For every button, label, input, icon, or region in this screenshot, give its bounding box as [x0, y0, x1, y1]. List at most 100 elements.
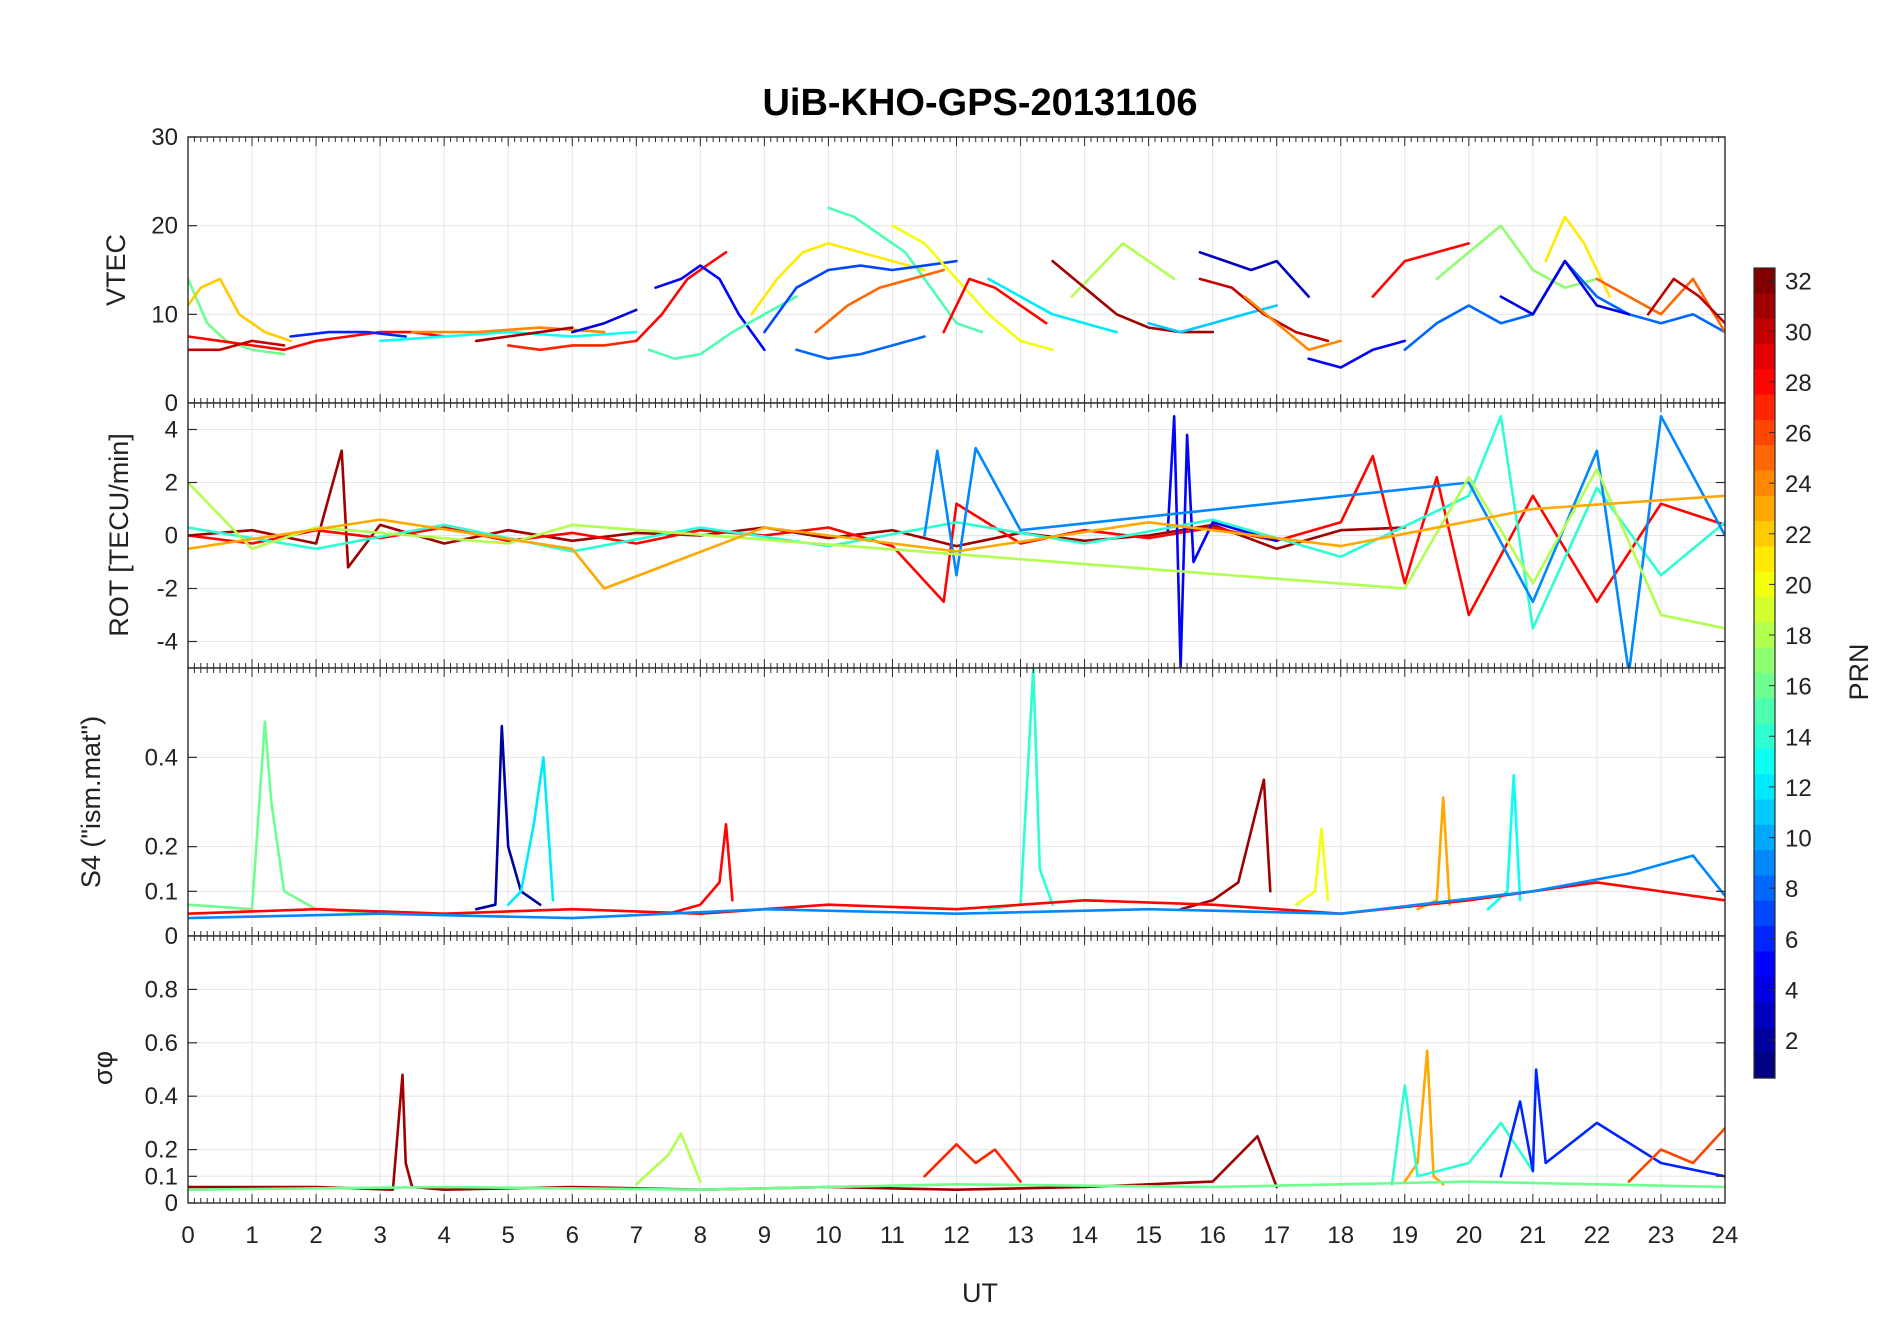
y-tick-label: 0.4	[145, 1083, 178, 1110]
series-line-prn-9	[923, 414, 1725, 668]
panel-sigma_phi: 00.10.2 0.4 0.6 0.8 σφ	[88, 935, 1726, 1217]
x-tick-label: 1	[245, 1222, 258, 1249]
y-tick-label: 0.1	[145, 878, 178, 905]
panel-frame	[187, 935, 1726, 1204]
colorbar-band	[1754, 268, 1775, 294]
y-tick-label: 0.8	[145, 976, 178, 1003]
colorbar-band	[1754, 926, 1775, 953]
colorbar-band	[1754, 698, 1775, 725]
series-line-prn-2	[474, 724, 542, 911]
traces	[188, 414, 1725, 668]
y-axis-label: VTEC	[101, 234, 131, 306]
series-line-prn-22	[188, 277, 292, 343]
x-tick-label: 7	[630, 1222, 643, 1249]
colorbar-band	[1754, 597, 1775, 623]
x-tick-label: 11	[880, 1222, 905, 1249]
series-line-prn-23	[1403, 1049, 1445, 1186]
x-tick-label: 18	[1327, 1222, 1354, 1249]
y-tick-label: 0.1	[145, 1163, 178, 1190]
colorbar-tick-label: 20	[1785, 572, 1812, 599]
colorbar-tick-label: 30	[1785, 319, 1812, 346]
y-tick-label: -4	[157, 629, 178, 656]
series-line-prn-20	[1294, 827, 1330, 907]
ticks: 00.10.2 0.4 0.6 0.8	[145, 936, 1726, 1217]
series-line-prn-24	[1243, 295, 1343, 352]
colorbar-tick-label: 2	[1785, 1028, 1798, 1055]
colorbar-tick-label: 12	[1785, 775, 1812, 802]
series-line-prn-31	[474, 326, 574, 343]
series-line-prn-6	[1499, 1068, 1725, 1178]
series-line-prn-28	[188, 330, 446, 352]
figure-title: UiB-KHO-GPS-20131106	[762, 82, 1197, 124]
colorbar-tick-label: 4	[1785, 977, 1798, 1004]
series-line-prn-20	[891, 224, 1054, 352]
colorbar-band	[1754, 394, 1775, 421]
y-tick-label: 0	[165, 523, 178, 550]
series-line-prn-28	[1371, 242, 1471, 298]
x-tick-label: 13	[1007, 1222, 1034, 1249]
y-tick-label: 0	[165, 923, 178, 950]
x-tick-label: 17	[1263, 1222, 1290, 1249]
colorbar-band	[1754, 293, 1775, 320]
series-line-prn-14	[1390, 1084, 1535, 1186]
x-tick-label: 10	[815, 1222, 842, 1249]
colorbar-tick-label: 22	[1785, 522, 1812, 549]
panel-vtec: 0 10 20 30 VTEC	[101, 124, 1726, 417]
series-line-prn-31	[1051, 259, 1214, 334]
colorbar-band	[1754, 445, 1775, 472]
series-line-prn-8	[795, 335, 926, 361]
colorbar-tick-label: 10	[1785, 826, 1812, 853]
series-line-prn-26	[1627, 1126, 1725, 1183]
x-tick-label: 5	[502, 1222, 515, 1249]
series-line-prn-12	[987, 277, 1118, 334]
y-tick-label: 10	[151, 301, 178, 328]
colorbar-band	[1754, 799, 1775, 826]
series-line-prn-5	[1307, 339, 1407, 369]
y-tick-label: 0.2	[145, 834, 178, 861]
panel-s4: 0 0.1 0.2 0.4 S4 ("ism.mat")	[76, 667, 1726, 950]
series-line-prn-13	[1486, 773, 1522, 911]
x-tick-label: 2	[309, 1222, 322, 1249]
colorbar-band	[1754, 900, 1775, 927]
series-line-prn-13	[378, 330, 638, 343]
y-tick-label: 0	[165, 1190, 178, 1217]
series-line-prn-7	[763, 259, 958, 334]
y-axis-label: σφ	[88, 1051, 118, 1085]
x-tick-label: 8	[694, 1222, 707, 1249]
series-line-prn-3	[1198, 251, 1310, 298]
series-line-prn-5	[654, 264, 766, 352]
series-line-prn-28	[942, 277, 1048, 334]
colorbar-band	[1754, 1052, 1775, 1079]
colorbar-band	[1754, 748, 1775, 775]
colorbar-band	[1754, 546, 1775, 573]
traces	[188, 1049, 1725, 1191]
series-line-prn-28	[666, 822, 734, 916]
x-axis-label: UT	[962, 1278, 998, 1308]
y-tick-label: 0.2	[145, 1137, 178, 1164]
colorbar-tick-label: 8	[1785, 876, 1798, 903]
colorbar-band	[1754, 875, 1775, 902]
series-line-prn-31	[188, 1073, 1278, 1191]
x-tick-label: 16	[1199, 1222, 1226, 1249]
series-line-prn-18	[1070, 242, 1176, 298]
series-line-prn-30	[1198, 277, 1330, 343]
colorbar-band	[1754, 318, 1775, 345]
colorbar-band	[1754, 521, 1775, 548]
panel-rot: -4 -2 0 2 4 ROT [TECU/min]	[104, 402, 1726, 669]
x-tick-label: 24	[1712, 1222, 1739, 1249]
series-line-prn-15	[827, 206, 984, 334]
y-tick-label: 30	[151, 124, 178, 151]
ticks: 0 10 20 30	[151, 124, 1726, 417]
y-axis-label: ROT [TECU/min]	[104, 433, 134, 637]
series-line-prn-4	[1499, 259, 1631, 316]
series-line-prn-28	[188, 881, 1725, 916]
x-tick-label: 9	[758, 1222, 771, 1249]
series-line-prn-16	[188, 1180, 1725, 1191]
colorbar-tick-label: 18	[1785, 623, 1812, 650]
colorbar-tick-label: 24	[1785, 471, 1812, 498]
x-tick-label: 14	[1071, 1222, 1098, 1249]
y-tick-label: 0.4	[145, 744, 178, 771]
x-tick-label: 3	[373, 1222, 386, 1249]
